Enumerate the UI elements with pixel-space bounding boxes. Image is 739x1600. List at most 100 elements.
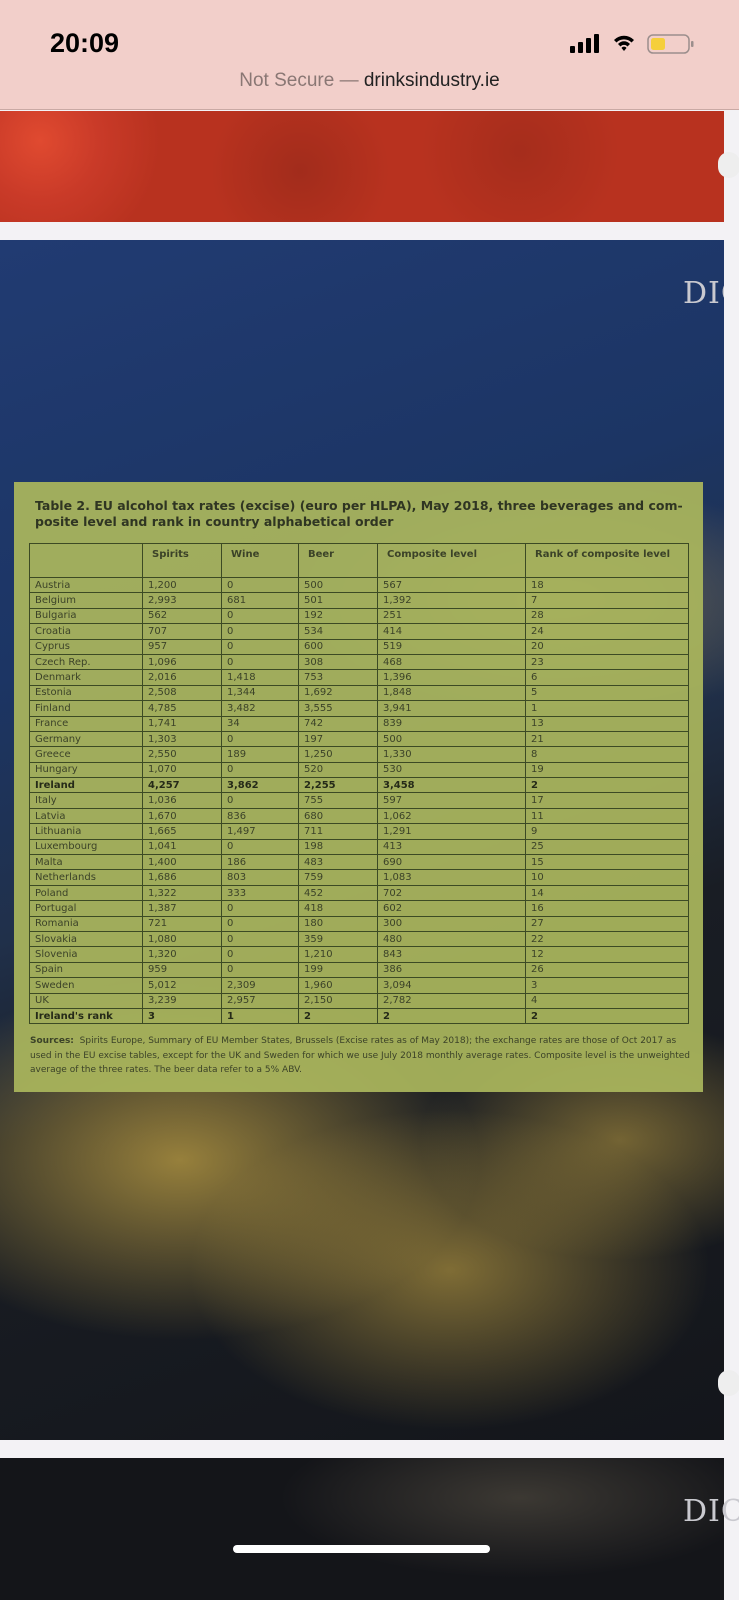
- value-cell: 500: [377, 731, 526, 748]
- value-cell: 681: [221, 592, 299, 609]
- logo: DIC: [683, 1494, 739, 1529]
- value-cell: 690: [377, 854, 526, 871]
- country-cell: Malta: [29, 854, 143, 871]
- value-cell: 4,257: [142, 777, 222, 794]
- table-row: Sweden 5,012 2,309 1,960 3,094 3: [29, 977, 689, 994]
- value-cell: 1,210: [298, 946, 378, 963]
- header-cell: Composite level: [377, 543, 526, 578]
- value-cell: 0: [221, 577, 299, 594]
- table-card: Table 2. EU alcohol tax rates (excise) (…: [14, 482, 703, 1092]
- value-cell: 3,239: [142, 993, 222, 1009]
- value-cell: 2,957: [221, 993, 299, 1009]
- value-cell: 1,080: [142, 931, 222, 948]
- value-cell: 0: [221, 639, 299, 655]
- value-cell: 197: [298, 731, 378, 748]
- table-row: Luxembourg 1,041 0 198 413 25: [29, 839, 689, 856]
- domain: drinksindustry.ie: [363, 70, 500, 91]
- value-cell: 25: [525, 839, 689, 856]
- status-bar: 20:09 Not Secure — drinksindustry.ie: [0, 0, 739, 110]
- value-cell: 4,785: [142, 700, 222, 717]
- value-cell: 0: [221, 762, 299, 779]
- table-row: Ireland 4,257 3,862 2,255 3,458 2: [29, 777, 689, 794]
- hero-image: DIC Table 2. EU alcohol tax rates (excis…: [0, 240, 724, 1440]
- value-cell: 753: [298, 669, 378, 686]
- value-cell: 500: [298, 577, 378, 594]
- value-cell: 567: [377, 577, 526, 594]
- value-cell: 1,418: [221, 669, 299, 686]
- table-row: France 1,741 34 742 839 13: [29, 716, 689, 732]
- address-bar[interactable]: Not Secure — drinksindustry.ie: [0, 70, 739, 92]
- value-cell: 11: [525, 808, 689, 825]
- country-cell: Spain: [29, 962, 143, 979]
- header-cell: Spirits: [142, 543, 222, 578]
- table-row: Portugal 1,387 0 418 602 16: [29, 900, 689, 917]
- value-cell: 1,303: [142, 731, 222, 748]
- value-cell: 251: [377, 608, 526, 625]
- value-cell: 1,096: [142, 654, 222, 671]
- value-cell: 1,070: [142, 762, 222, 779]
- value-cell: 192: [298, 608, 378, 625]
- table-row: Malta 1,400 186 483 690 15: [29, 854, 689, 871]
- value-cell: 413: [377, 839, 526, 856]
- table-row: Belgium 2,993 681 501 1,392 7: [29, 592, 689, 609]
- value-cell: 1,665: [142, 823, 222, 840]
- country-cell: Finland: [29, 700, 143, 717]
- value-cell: 7: [525, 592, 689, 609]
- home-indicator[interactable]: [233, 1545, 490, 1553]
- value-cell: 721: [142, 916, 222, 932]
- table-row: Spain 959 0 199 386 26: [29, 962, 689, 979]
- value-cell: 1,083: [377, 869, 526, 886]
- header-cell: [29, 543, 143, 578]
- value-cell: 3,458: [377, 777, 526, 794]
- value-cell: 1,692: [298, 685, 378, 702]
- value-cell: 1,036: [142, 792, 222, 809]
- country-cell: Sweden: [29, 977, 143, 994]
- value-cell: 14: [525, 885, 689, 902]
- value-cell: 468: [377, 654, 526, 671]
- header-cell: Beer: [298, 543, 378, 578]
- header-cell: Wine: [221, 543, 299, 578]
- value-cell: 180: [298, 916, 378, 932]
- value-cell: 3,555: [298, 700, 378, 717]
- sources-text: Spirits Europe, Summary of EU Member Sta…: [30, 1036, 691, 1075]
- value-cell: 2,550: [142, 746, 222, 763]
- value-cell: 5,012: [142, 977, 222, 994]
- value-cell: 1: [525, 700, 689, 717]
- value-cell: 3: [142, 1008, 222, 1025]
- value-cell: 34: [221, 716, 299, 732]
- value-cell: 836: [221, 808, 299, 825]
- value-cell: 2,782: [377, 993, 526, 1009]
- value-cell: 2,993: [142, 592, 222, 609]
- value-cell: 0: [221, 962, 299, 979]
- value-cell: 359: [298, 931, 378, 948]
- tax-table: Spirits Wine Beer Composite level Rank of co…: [29, 543, 689, 1025]
- value-cell: 1: [221, 1008, 299, 1025]
- value-cell: 2: [525, 1008, 689, 1025]
- value-cell: 0: [221, 654, 299, 671]
- value-cell: 1,392: [377, 592, 526, 609]
- value-cell: 0: [221, 623, 299, 640]
- table-row: Germany 1,303 0 197 500 21: [29, 731, 689, 748]
- value-cell: 5: [525, 685, 689, 702]
- value-cell: 26: [525, 962, 689, 979]
- value-cell: 13: [525, 716, 689, 732]
- country-cell: Austria: [29, 577, 143, 594]
- value-cell: 1,320: [142, 946, 222, 963]
- value-cell: 3: [525, 977, 689, 994]
- value-cell: 1,686: [142, 869, 222, 886]
- site-banner: [0, 111, 724, 222]
- value-cell: 3,941: [377, 700, 526, 717]
- country-cell: Germany: [29, 731, 143, 748]
- value-cell: 16: [525, 900, 689, 917]
- value-cell: 452: [298, 885, 378, 902]
- table-row: Denmark 2,016 1,418 753 1,396 6: [29, 669, 689, 686]
- country-cell: Ireland: [29, 777, 143, 794]
- value-cell: 2: [298, 1008, 378, 1025]
- table-row: Estonia 2,508 1,344 1,692 1,848 5: [29, 685, 689, 702]
- value-cell: 1,387: [142, 900, 222, 917]
- country-cell: France: [29, 716, 143, 732]
- value-cell: 1,062: [377, 808, 526, 825]
- value-cell: 530: [377, 762, 526, 779]
- scroll-knob: [718, 152, 739, 178]
- value-cell: 9: [525, 823, 689, 840]
